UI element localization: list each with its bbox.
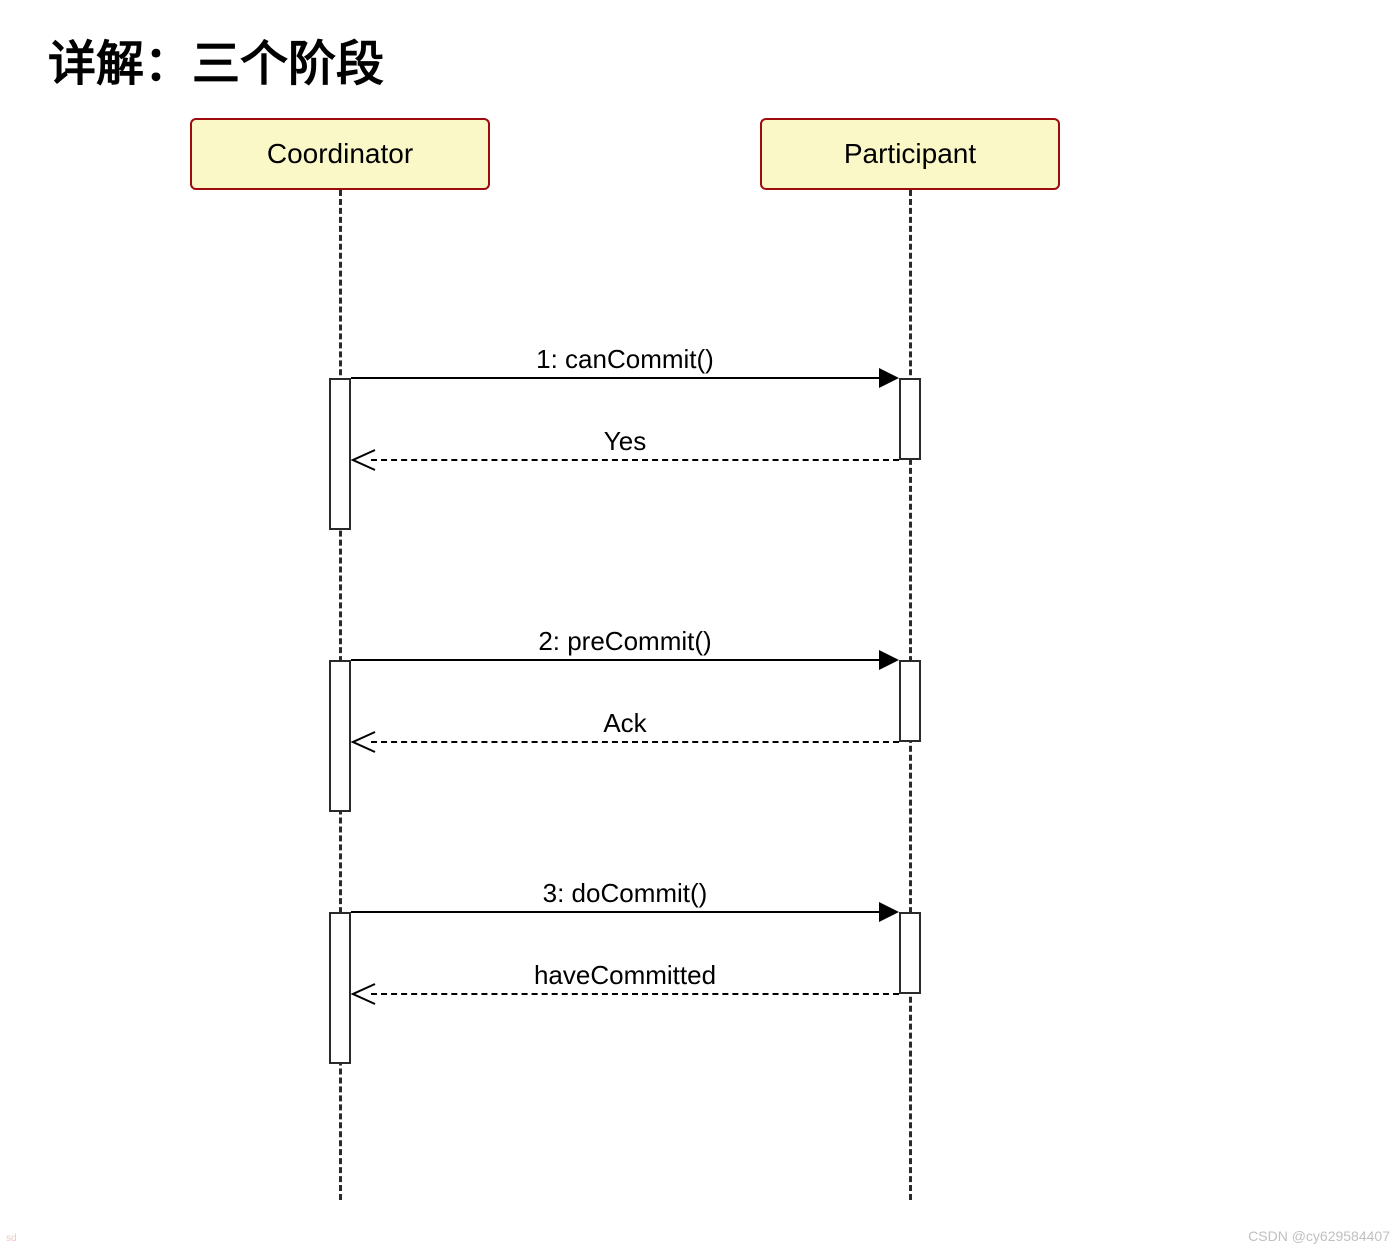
arrow-icon bbox=[879, 368, 899, 388]
actor-participant: Participant bbox=[760, 118, 1060, 190]
activation-c3 bbox=[329, 912, 351, 1064]
msg-line-r2 bbox=[371, 741, 899, 743]
arrow-icon bbox=[879, 650, 899, 670]
msg-label-m3: 3: doCommit() bbox=[351, 878, 899, 909]
msg-line-m2 bbox=[351, 659, 881, 661]
msg-line-m1 bbox=[351, 377, 881, 379]
actor-coordinator-label: Coordinator bbox=[267, 138, 413, 170]
msg-line-r3 bbox=[371, 993, 899, 995]
msg-label-m1: 1: canCommit() bbox=[351, 344, 899, 375]
actor-coordinator: Coordinator bbox=[190, 118, 490, 190]
msg-line-r1 bbox=[371, 459, 899, 461]
activation-c2 bbox=[329, 660, 351, 812]
arrow-icon bbox=[879, 902, 899, 922]
msg-label-m2: 2: preCommit() bbox=[351, 626, 899, 657]
arrow-icon bbox=[351, 448, 377, 472]
msg-line-m3 bbox=[351, 911, 881, 913]
watermark-br: CSDN @cy629584407 bbox=[1248, 1228, 1390, 1244]
msg-label-r2: Ack bbox=[351, 708, 899, 739]
activation-p3 bbox=[899, 912, 921, 994]
arrow-icon bbox=[351, 730, 377, 754]
msg-label-r1: Yes bbox=[351, 426, 899, 457]
arrow-icon bbox=[351, 982, 377, 1006]
watermark-bl: sd bbox=[6, 1233, 17, 1244]
page-title: 详解：三个阶段 bbox=[48, 24, 384, 94]
activation-c1 bbox=[329, 378, 351, 530]
activation-p1 bbox=[899, 378, 921, 460]
activation-p2 bbox=[899, 660, 921, 742]
actor-participant-label: Participant bbox=[844, 138, 976, 170]
msg-label-r3: haveCommitted bbox=[351, 960, 899, 991]
